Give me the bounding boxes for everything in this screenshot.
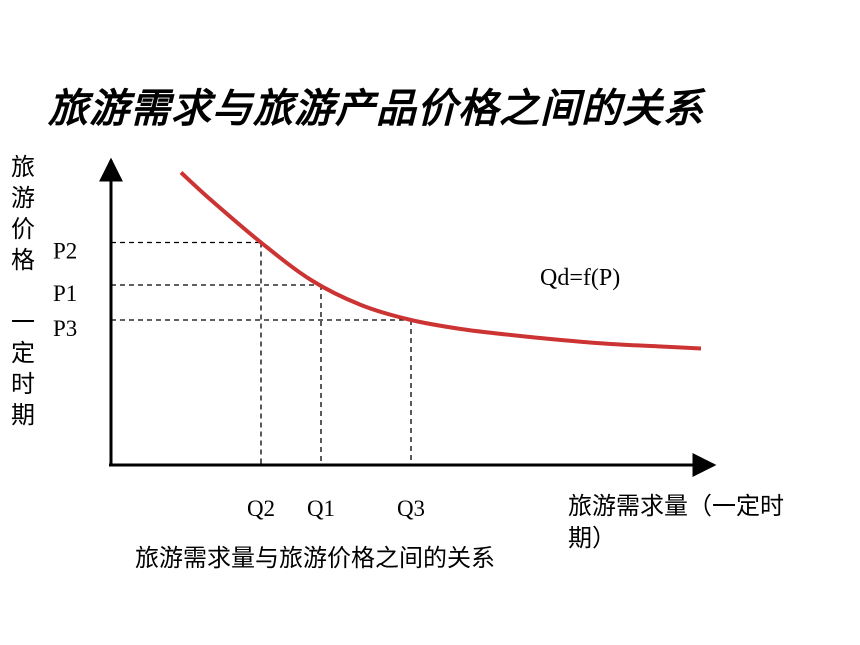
- page-title: 旅游需求与旅游产品价格之间的关系: [48, 85, 704, 132]
- y-axis-label: 旅 游 价 格 一 定 时 期: [11, 153, 35, 429]
- y-tick-label-p3: P3: [53, 316, 77, 341]
- curve-label: Qd=f(P): [540, 265, 620, 291]
- x-tick-label-q1: Q1: [307, 496, 335, 521]
- y-tick-label-p1: P1: [53, 281, 77, 306]
- x-tick-label-q3: Q3: [397, 496, 425, 521]
- x-axis-label: 旅游需求量（一定时期）: [568, 492, 784, 552]
- y-tick-label-p2: P2: [53, 239, 77, 264]
- x-tick-label-q2: Q2: [247, 496, 275, 521]
- chart-caption: 旅游需求量与旅游价格之间的关系: [135, 544, 495, 572]
- demand-curve: [179, 171, 702, 351]
